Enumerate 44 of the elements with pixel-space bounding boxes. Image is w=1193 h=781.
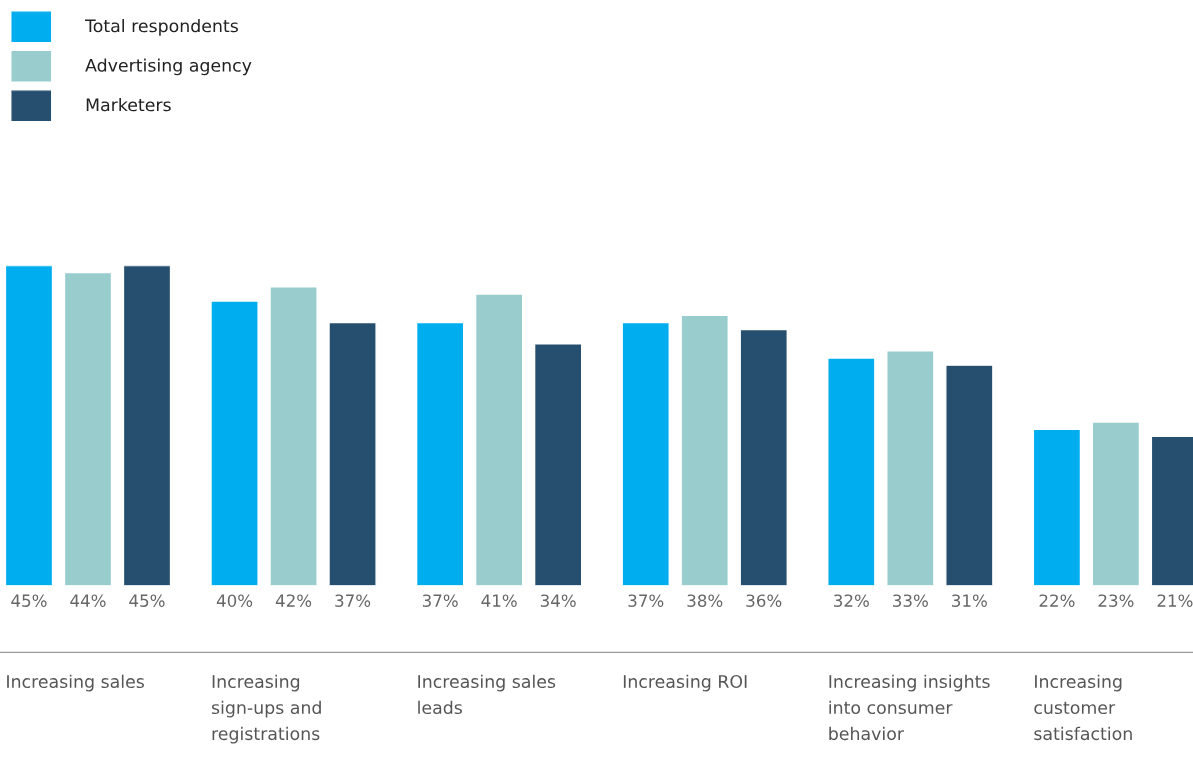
data-label: 41% [481, 594, 517, 607]
bar [886, 350, 935, 586]
data-label: 37% [422, 594, 458, 607]
data-label: 32% [834, 594, 869, 607]
bar [415, 321, 465, 586]
bar [680, 314, 729, 586]
data-label: 34% [540, 594, 576, 607]
data-label: 42% [275, 594, 312, 607]
bar [1032, 428, 1082, 586]
data-label: 40% [216, 594, 253, 607]
data-label: 23% [1098, 594, 1134, 607]
data-label: 21% [1157, 594, 1193, 607]
bar [63, 271, 113, 586]
data-label: 36% [746, 594, 782, 607]
x-tick-label: Increasing insights into consumer behavior [829, 674, 990, 741]
legend-label: Advertising agency [85, 58, 252, 76]
bar [533, 343, 583, 586]
data-label: 33% [893, 594, 928, 607]
legend-label: Total respondents [85, 18, 238, 36]
bar [4, 265, 54, 586]
bar [739, 328, 788, 586]
bar [269, 286, 318, 586]
data-label: 45% [129, 594, 165, 607]
bar [210, 300, 259, 586]
x-tick-label: Increasing ROI [623, 674, 747, 692]
bar [945, 364, 994, 586]
bar [1091, 421, 1141, 586]
x-tick-label: Increasing sign-ups and registrations [211, 674, 321, 744]
bar [474, 293, 524, 586]
bar [827, 357, 876, 586]
x-tick-label: Increasing customer satisfaction [1034, 674, 1132, 741]
legend-label: Marketers [86, 97, 171, 112]
data-label: 31% [952, 594, 987, 607]
data-label: 37% [628, 594, 664, 607]
data-label: 44% [70, 594, 106, 607]
bar [328, 321, 377, 586]
x-tick-label: Increasing sales leads [418, 674, 556, 715]
data-label: 38% [687, 594, 723, 607]
data-label: 37% [335, 594, 371, 607]
data-label: 22% [1039, 594, 1075, 607]
x-tick-label: Increasing sales [7, 674, 144, 692]
bar [122, 265, 172, 586]
bar [621, 321, 670, 586]
data-label: 45% [11, 594, 47, 607]
